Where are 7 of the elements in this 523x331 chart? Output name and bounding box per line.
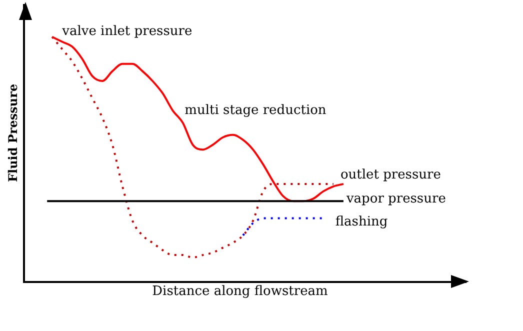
annotation: valve inlet pressure [61, 24, 192, 40]
x-axis-title: Distance along flowstream [151, 284, 329, 299]
annotation: outlet pressure [340, 167, 442, 182]
ref-line-label: vapor pressure [345, 191, 446, 206]
y-axis-title: Fluid Pressure [6, 84, 20, 182]
series-label: multi stage reduction [184, 102, 327, 118]
series-label: flashing [335, 214, 388, 230]
